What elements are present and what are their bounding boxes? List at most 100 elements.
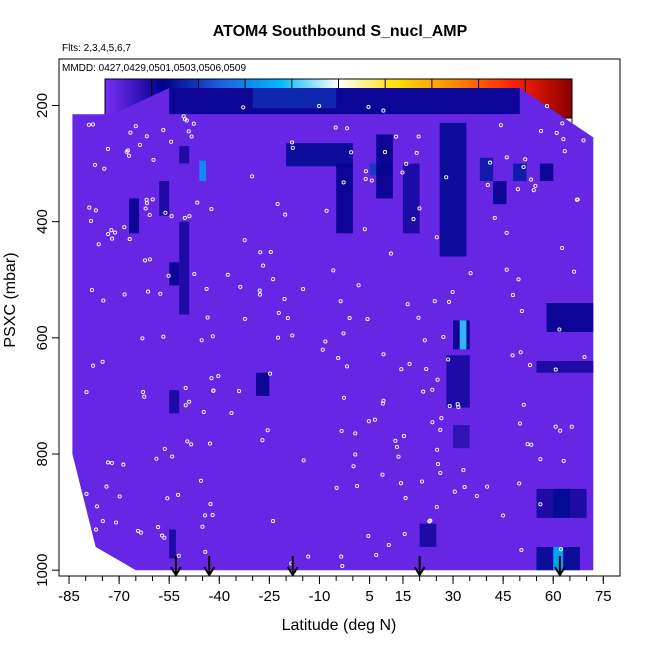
sample-marker: [404, 161, 409, 166]
x-tick-label: 45: [495, 588, 512, 605]
heatmap-cell: [513, 163, 527, 181]
sample-marker: [187, 399, 192, 404]
sample-marker: [282, 296, 287, 302]
sample-marker: [581, 120, 587, 125]
sample-marker: [170, 454, 175, 459]
sample-marker: [572, 269, 577, 274]
sample-marker: [562, 149, 567, 154]
y-tick-label: 1000: [34, 554, 51, 587]
sample-marker: [250, 174, 255, 179]
heatmap-cell: [169, 529, 176, 559]
heatmap-plot: [72, 88, 594, 577]
sample-marker: [150, 197, 155, 202]
sample-marker: [416, 134, 421, 139]
sample-marker: [89, 565, 94, 570]
sample-marker: [407, 361, 412, 366]
sample-marker: [419, 479, 425, 484]
sample-marker: [105, 146, 110, 151]
sample-marker: [192, 271, 197, 277]
sample-marker: [210, 334, 215, 339]
sample-marker: [519, 308, 524, 314]
sample-marker: [147, 257, 152, 262]
sample-marker: [435, 447, 440, 452]
sample-marker: [161, 128, 166, 133]
sample-marker: [441, 334, 446, 340]
sample-marker: [381, 398, 386, 403]
sample-marker: [189, 134, 194, 139]
heatmap-cell: [169, 262, 180, 286]
sample-marker: [339, 428, 344, 434]
sample-marker: [268, 249, 273, 255]
sample-marker: [531, 188, 536, 193]
sample-marker: [154, 456, 159, 461]
sample-marker: [176, 492, 181, 497]
sample-marker: [261, 263, 266, 268]
sample-marker: [336, 356, 341, 361]
sample-marker: [575, 197, 580, 202]
sample-marker: [242, 316, 248, 321]
sample-marker: [345, 126, 350, 131]
sample-marker: [386, 542, 391, 548]
sample-marker: [560, 245, 565, 251]
x-tick-label: -40: [208, 588, 230, 605]
profile-arrow-head: [170, 566, 182, 577]
heatmap-cell: [536, 361, 594, 373]
sample-marker: [90, 549, 95, 554]
x-tick-label: -25: [259, 588, 281, 605]
chart-title: ATOM4 Southbound S_nucl_AMP: [213, 23, 468, 40]
sample-marker: [455, 402, 460, 407]
sample-marker: [225, 272, 230, 277]
sample-marker: [461, 468, 466, 473]
sample-marker: [258, 250, 263, 255]
heatmap-cell: [336, 163, 353, 234]
sample-marker: [200, 524, 205, 529]
sample-marker: [523, 157, 528, 162]
profile-arrow-head: [554, 566, 566, 577]
sample-marker: [229, 410, 234, 416]
sample-marker: [270, 519, 276, 524]
sample-marker: [474, 493, 479, 499]
x-axis-label: Latitude (deg N): [282, 617, 397, 634]
sample-marker: [432, 299, 437, 304]
sample-marker: [396, 454, 401, 459]
sample-marker: [553, 424, 558, 429]
sample-marker: [122, 225, 127, 230]
sample-marker: [353, 431, 358, 436]
sample-marker: [113, 230, 118, 235]
x-tick-label: 15: [395, 588, 412, 605]
sample-marker: [236, 389, 242, 394]
sample-marker: [104, 484, 109, 489]
sample-marker: [422, 338, 427, 343]
sample-marker: [202, 513, 208, 518]
heatmap-cell: [252, 88, 337, 109]
sample-marker: [276, 310, 281, 315]
sample-marker: [557, 327, 562, 332]
sample-marker: [439, 416, 444, 421]
sample-marker: [93, 208, 98, 213]
sample-marker: [421, 389, 426, 394]
sample-marker: [529, 442, 534, 447]
x-tick-label: 5: [365, 588, 373, 605]
heatmap-cell: [493, 181, 507, 205]
sample-marker: [92, 162, 98, 167]
sample-marker: [121, 462, 126, 467]
sample-marker: [488, 160, 493, 165]
sample-marker: [151, 157, 156, 162]
sample-marker: [394, 134, 399, 139]
sample-marker: [525, 442, 530, 447]
sample-marker: [341, 331, 346, 336]
sample-marker: [84, 390, 89, 395]
sample-marker: [341, 180, 346, 185]
heatmap-cell: [199, 160, 206, 181]
sample-marker: [446, 357, 451, 362]
sample-marker: [492, 215, 497, 220]
sample-marker: [324, 208, 329, 213]
sample-marker: [424, 366, 429, 372]
y-axis-label: PSXC (mbar): [2, 252, 19, 347]
sample-marker: [561, 137, 566, 142]
sample-marker: [581, 138, 586, 143]
sample-marker: [166, 273, 171, 278]
sample-marker: [538, 457, 543, 462]
sample-marker: [89, 287, 94, 293]
